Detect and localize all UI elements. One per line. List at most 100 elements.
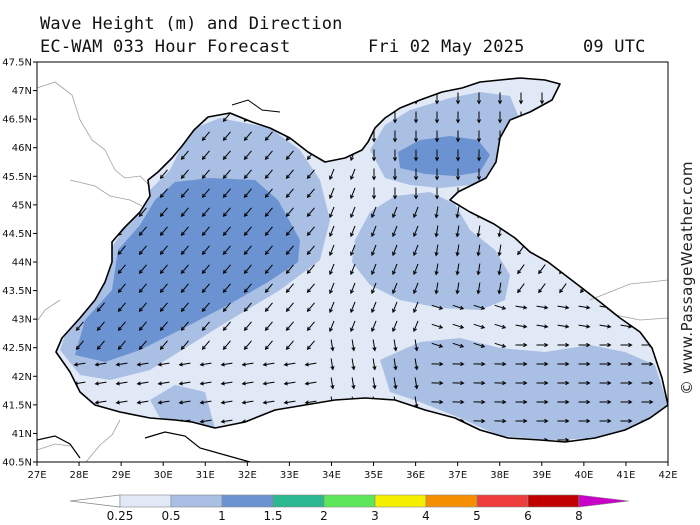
wave-height-colorbar: 0.25 0.5 1 1.5 2 3 4 5 6 8 — [69, 494, 630, 523]
wave-arrow — [473, 361, 486, 367]
wave-arrow — [536, 418, 549, 424]
lon-tick-label: 36E — [406, 470, 425, 481]
wave-arrow — [641, 361, 654, 367]
wave-arrow — [329, 206, 335, 219]
wave-arrow — [350, 168, 356, 181]
wave-arrow — [431, 361, 444, 367]
wave-arrow — [392, 225, 398, 238]
wave-arrow — [283, 362, 296, 367]
wave-arrow — [264, 321, 273, 332]
wave-arrow — [157, 362, 170, 367]
colorbar-segment — [527, 494, 580, 508]
wave-arrow — [306, 245, 315, 256]
wave-arrow — [306, 169, 315, 180]
wave-arrow — [138, 207, 147, 218]
wave-arrow — [392, 187, 398, 200]
wave-arrow — [414, 358, 419, 371]
wave-arrow — [536, 324, 549, 329]
wave-arrow — [264, 264, 273, 275]
watermark-text: © www.PassageWeather.com — [678, 160, 696, 395]
wave-arrow — [264, 131, 273, 142]
wave-arrow — [262, 400, 275, 405]
wave-arrow — [330, 377, 335, 390]
lat-tick-label: 47.5N — [2, 58, 32, 69]
wave-arrow — [329, 225, 335, 238]
wave-arrow — [222, 340, 231, 351]
wave-arrow — [201, 245, 210, 256]
wave-arrow — [620, 342, 633, 348]
wave-arrow — [557, 399, 570, 405]
wave-arrow — [371, 149, 377, 162]
wave-arrow — [329, 282, 335, 295]
wave-arrow — [452, 399, 465, 405]
wave-arrow — [285, 302, 294, 313]
wave-arrow — [264, 302, 273, 313]
wave-arrow — [515, 399, 528, 405]
wave-arrow — [180, 188, 189, 199]
wave-arrow — [641, 399, 654, 405]
wave-arrow — [473, 304, 486, 310]
wave-arrow — [455, 206, 460, 219]
lon-tick-label: 38E — [490, 470, 509, 481]
wave-arrow — [497, 92, 503, 105]
wave-arrow — [201, 169, 210, 180]
colorbar-label: 2 — [320, 509, 328, 523]
wave-arrow — [494, 304, 507, 310]
wave-arrow — [329, 320, 335, 333]
lat-tick-label: 43N — [12, 315, 32, 326]
wave-arrow — [392, 301, 398, 314]
lat-tick-label: 46N — [12, 143, 32, 154]
wave-arrow — [350, 187, 356, 200]
wave-arrow — [180, 150, 189, 161]
wave-arrow — [431, 399, 444, 405]
wave-arrow — [75, 340, 84, 351]
wave-arrow — [557, 418, 570, 424]
aegean-coast — [37, 435, 81, 459]
wave-arrow — [497, 244, 502, 257]
colorbar-label: 3 — [371, 509, 379, 523]
wave-arrow — [350, 282, 356, 295]
wave-arrow — [494, 380, 507, 386]
colorbar-label: 1.5 — [263, 509, 282, 523]
wave-arrow — [159, 226, 168, 237]
wave-arrow — [180, 302, 189, 313]
wave-arrow — [434, 149, 440, 162]
wave-arrow — [350, 206, 356, 219]
wave-arrow — [455, 168, 461, 181]
wave-arrow — [180, 226, 189, 237]
wave-arrow — [96, 340, 105, 351]
wave-arrow — [641, 380, 654, 386]
wave-arrow — [620, 399, 633, 405]
wave-arrow — [392, 320, 398, 333]
wave-arrow — [473, 399, 486, 405]
wave-arrow — [455, 111, 461, 124]
lat-tick-label: 41.5N — [2, 400, 32, 411]
wave-arrow — [452, 342, 465, 348]
wave-arrow — [413, 282, 419, 295]
wave-arrow — [306, 207, 315, 218]
wave-arrow — [243, 188, 252, 199]
wave-arrow — [201, 226, 210, 237]
wave-arrow — [264, 226, 273, 237]
wave-arrow — [392, 130, 398, 143]
wave-arrow — [557, 324, 570, 329]
wave-arrow — [350, 320, 356, 333]
colorbar-max-arrow — [578, 494, 630, 508]
wave-arrow — [199, 381, 212, 386]
wave-arrow — [557, 361, 570, 367]
lon-tick-label: 29E — [112, 470, 131, 481]
wave-arrow — [538, 283, 546, 294]
lon-tick-label: 42E — [658, 470, 677, 481]
wave-arrow — [413, 244, 419, 257]
colorbar-label: 8 — [575, 509, 583, 523]
wave-arrow — [180, 264, 189, 275]
wave-arrow — [180, 207, 189, 218]
wave-arrow — [243, 226, 252, 237]
wave-arrow — [220, 362, 233, 367]
wave-zone-medium — [352, 192, 510, 310]
wave-arrow — [414, 377, 419, 390]
colorbar-label: 1 — [218, 509, 226, 523]
colorbar-label: 4 — [422, 509, 430, 523]
wave-arrow — [199, 362, 212, 367]
